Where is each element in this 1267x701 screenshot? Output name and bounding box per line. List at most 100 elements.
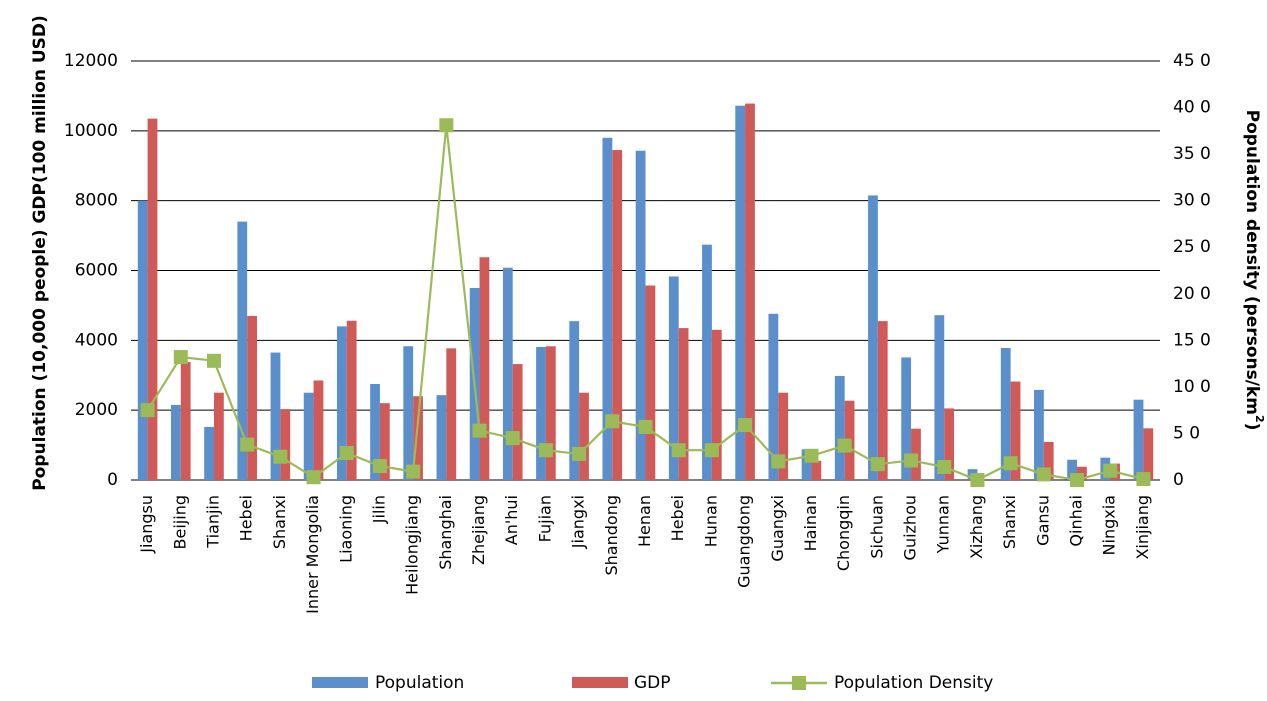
bar-population xyxy=(1034,389,1044,480)
legend-swatch-gdp xyxy=(572,677,628,688)
y-tick-right: 45 0 xyxy=(1173,51,1211,71)
bar-gdp xyxy=(446,348,457,480)
y-tick-right: 30 0 xyxy=(1173,191,1211,211)
bar-population xyxy=(270,352,281,480)
bar-gdp xyxy=(280,409,291,480)
y-tick-right: 15 0 xyxy=(1173,330,1211,350)
bar-gdp xyxy=(479,257,490,480)
bar-population xyxy=(934,315,945,480)
bar-gdp xyxy=(811,460,822,480)
x-tick-label: Liaoning xyxy=(336,495,355,563)
bar-gdp xyxy=(413,396,423,480)
legend-label-population: Population xyxy=(375,673,464,693)
density-point xyxy=(837,438,852,453)
density-line xyxy=(140,118,1151,487)
bar-population xyxy=(336,326,347,480)
y-tick-right: 25 0 xyxy=(1173,237,1211,257)
x-tick-label: Hunan xyxy=(701,495,720,547)
density-point xyxy=(538,443,553,458)
density-point xyxy=(472,423,487,438)
x-tick-label: Heilongjiang xyxy=(403,495,422,595)
legend-label-density: Population Density xyxy=(834,673,993,693)
y-tick-left: 6000 xyxy=(75,261,118,281)
x-tick-label: Jiangxi xyxy=(569,495,588,549)
density-point xyxy=(273,449,288,464)
x-tick-label: Beijing xyxy=(170,495,189,549)
density-point xyxy=(605,414,620,429)
x-tick-label: Qinhai xyxy=(1067,495,1086,547)
density-point xyxy=(1036,467,1051,482)
density-point xyxy=(505,431,520,446)
y-tick-left: 8000 xyxy=(75,191,118,211)
x-tick-label: Guangdong xyxy=(735,495,754,588)
bar-population xyxy=(635,150,646,480)
x-tick-label: Inner Mongolia xyxy=(303,495,322,614)
x-tick-label: Shandong xyxy=(602,495,621,575)
density-point xyxy=(671,443,686,458)
bar-gdp xyxy=(745,103,755,481)
x-tick-label: Hainan xyxy=(801,495,820,551)
x-tick-label: Guangxi xyxy=(768,495,787,562)
bar-population xyxy=(668,276,679,480)
bar-population xyxy=(901,357,912,480)
density-point xyxy=(206,353,221,368)
density-point xyxy=(704,443,719,458)
density-point xyxy=(937,459,952,474)
x-tick-label: An'hui xyxy=(502,495,521,545)
y-axis-right-title: Population density (persons/km2) xyxy=(1242,110,1266,431)
y-axis-right-title-sup: 2 xyxy=(1253,415,1266,423)
bar-gdp xyxy=(645,285,656,480)
y-tick-right: 35 0 xyxy=(1173,144,1211,164)
bar-gdp xyxy=(612,150,623,480)
bar-gdp xyxy=(1043,441,1054,480)
legend-swatch-population xyxy=(312,677,368,688)
bar-population xyxy=(801,449,812,480)
bar-population xyxy=(735,105,746,481)
x-tick-label: Xizhang xyxy=(967,495,986,559)
bar-gdp xyxy=(545,346,556,480)
bar-gdp xyxy=(944,408,955,480)
legend-label-gdp: GDP xyxy=(634,673,671,693)
bar-population xyxy=(137,200,148,480)
density-point xyxy=(970,473,985,487)
bar-population xyxy=(602,137,613,481)
x-tick-label: Jilin xyxy=(369,495,388,524)
x-tick-label: Xinjiang xyxy=(1133,495,1152,560)
y-axis-left-title: Population (10,000 people) GDP(100 milli… xyxy=(30,15,50,491)
bar-gdp xyxy=(579,392,589,480)
bar-population xyxy=(170,404,181,480)
bar-gdp xyxy=(247,315,257,480)
x-tick-label: Chongqin xyxy=(834,495,853,571)
legend-swatch-density-marker xyxy=(792,676,806,690)
density-point xyxy=(240,437,255,452)
bar-gdp xyxy=(1143,428,1154,480)
density-point xyxy=(173,350,188,365)
y-tick-right: 0 xyxy=(1173,470,1184,490)
y-tick-left: 0 xyxy=(107,470,118,490)
x-tick-label: Hebei xyxy=(237,495,256,541)
density-point xyxy=(804,448,819,463)
density-point xyxy=(140,403,155,418)
x-tick-label: Gansu xyxy=(1033,495,1052,546)
bar-gdp xyxy=(379,403,390,480)
density-point xyxy=(439,118,454,133)
density-point xyxy=(1003,456,1018,471)
bar-population xyxy=(436,395,447,480)
density-point xyxy=(572,446,587,461)
density-point xyxy=(638,419,653,434)
density-point xyxy=(904,453,919,468)
y-tick-right: 10 0 xyxy=(1173,377,1211,397)
bar-population xyxy=(502,267,513,480)
bar-gdp xyxy=(1010,381,1021,480)
x-tick-label: Henan xyxy=(635,495,654,547)
y-tick-left: 2000 xyxy=(75,400,118,420)
x-tick-label: Shanxi xyxy=(270,495,289,549)
bar-population xyxy=(204,426,214,480)
bar-population xyxy=(868,195,878,480)
y-tick-right: 40 0 xyxy=(1173,98,1211,118)
bar-gdp xyxy=(313,380,324,480)
bar-population xyxy=(569,321,580,480)
density-point xyxy=(406,464,421,479)
density-point xyxy=(1136,472,1151,487)
